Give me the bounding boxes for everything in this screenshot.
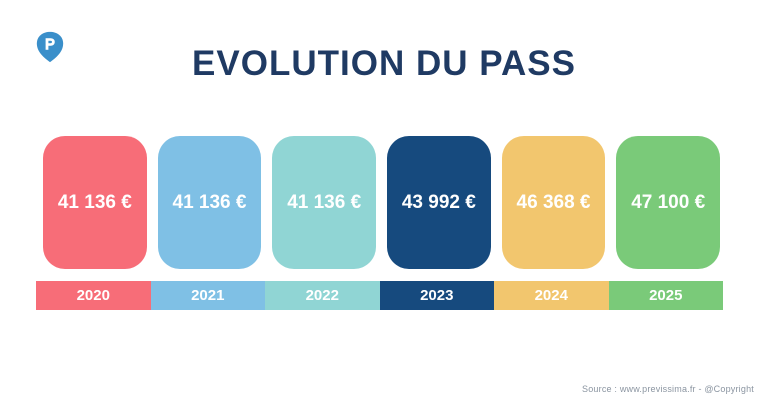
value-label-2022: 41 136 € (287, 191, 362, 213)
value-label-2020: 41 136 € (57, 191, 132, 213)
year-segment-2024: 2024 (494, 281, 609, 310)
value-card-2025: 47 100 € (616, 136, 721, 269)
value-label-2024: 46 368 € (516, 191, 591, 213)
year-segment-2023: 2023 (379, 281, 494, 310)
logo-letter: P (45, 37, 55, 53)
value-label-2023: 43 992 € (401, 191, 476, 213)
value-cards-row: 41 136 € 41 136 € 41 136 € 43 992 € 46 3… (43, 136, 721, 269)
shield-icon: P (36, 31, 64, 63)
value-label-2021: 41 136 € (172, 191, 247, 213)
value-card-2020: 41 136 € (43, 136, 147, 269)
value-card-2024: 46 368 € (501, 136, 606, 269)
year-segment-2022: 2022 (265, 281, 380, 310)
previssima-logo-icon: P (36, 31, 64, 63)
year-segment-2025: 2025 (608, 281, 723, 310)
year-axis-bar: 2020 2021 2022 2023 2024 2025 (36, 281, 723, 310)
year-segment-2020: 2020 (36, 281, 151, 310)
year-segment-2021: 2021 (150, 281, 265, 310)
source-credit: Source : www.previssima.fr - @Copyright (582, 384, 754, 394)
value-card-2022: 41 136 € (272, 136, 377, 269)
value-label-2025: 47 100 € (631, 191, 706, 213)
value-card-2021: 41 136 € (157, 136, 262, 269)
page-title: EVOLUTION DU PASS (192, 44, 576, 83)
value-card-2023: 43 992 € (387, 136, 491, 269)
